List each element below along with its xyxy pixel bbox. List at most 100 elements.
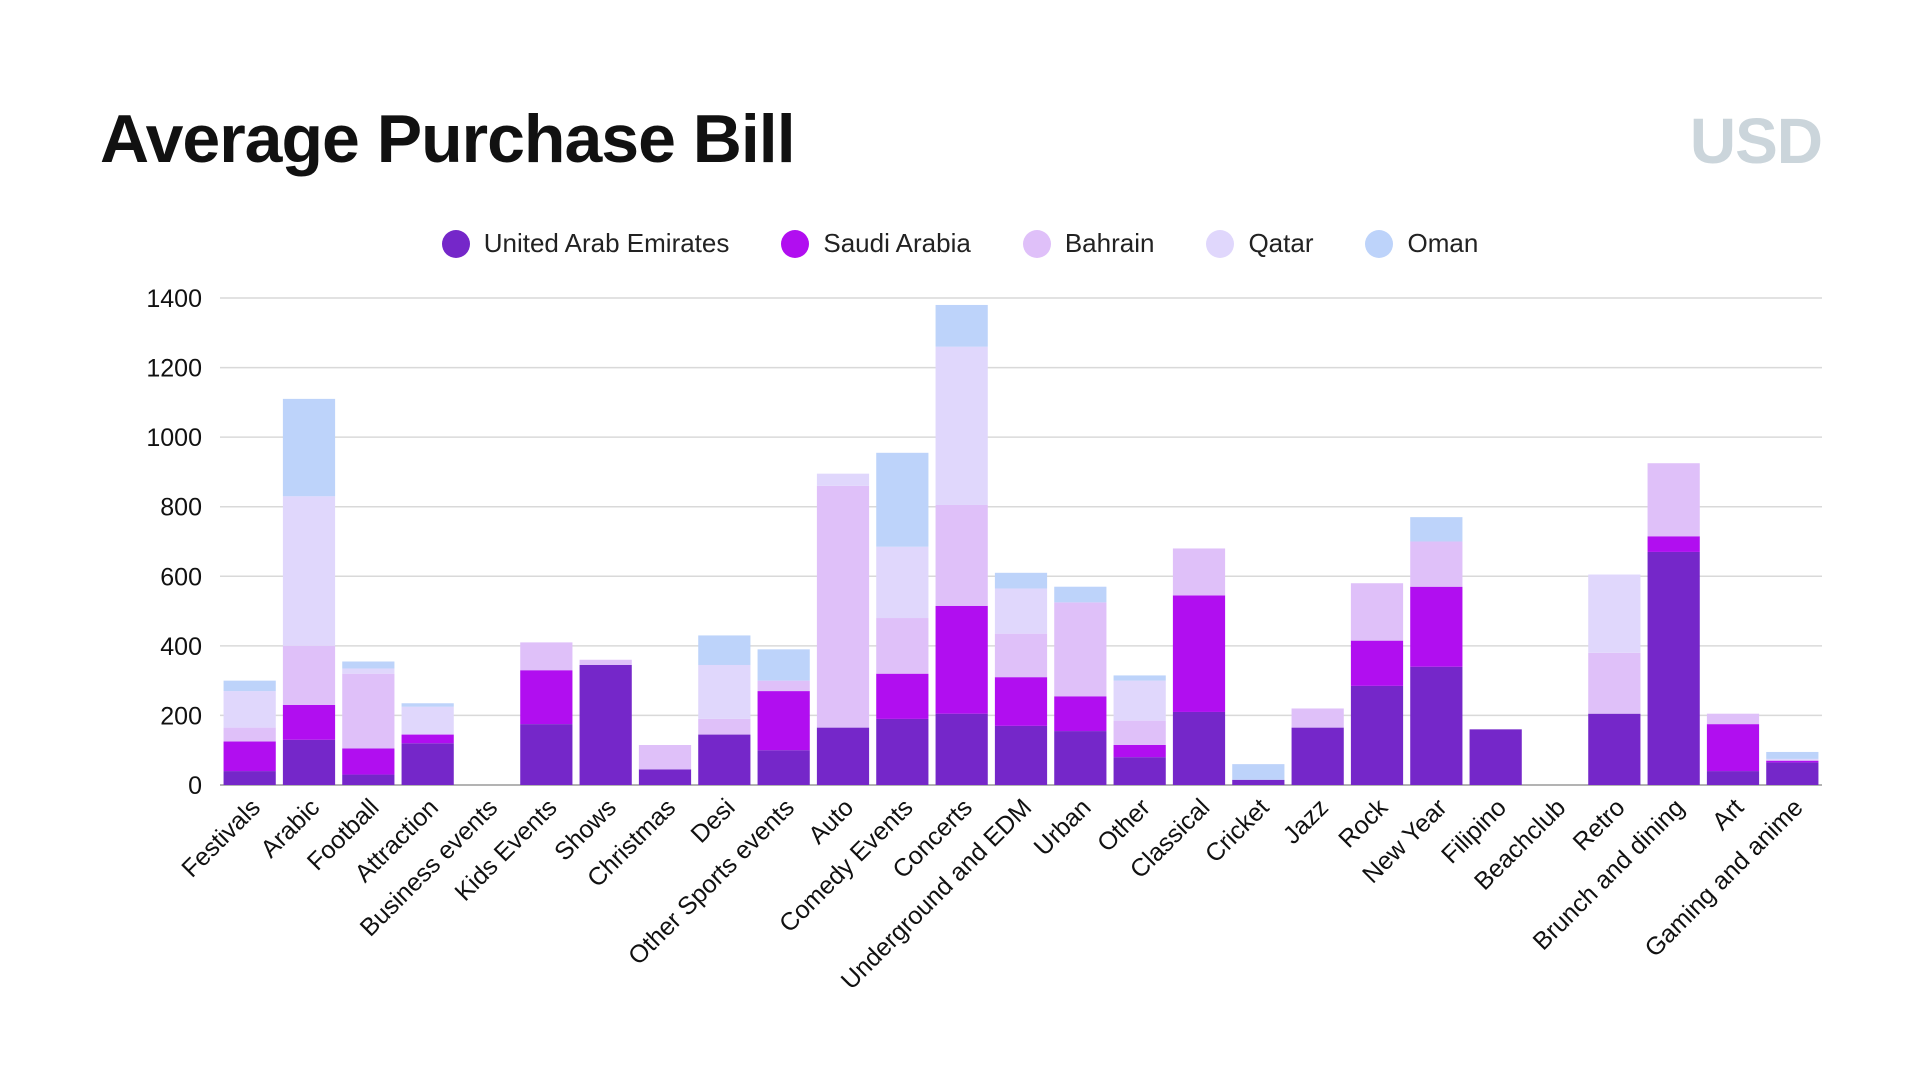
bar-segment-saudi-arabia	[1647, 536, 1700, 552]
bar-segment-qatar	[935, 346, 988, 505]
bar-segment-bahrain	[282, 645, 336, 705]
bar-stack-other	[1113, 675, 1166, 785]
bar-segment-united-arab-emirates	[994, 725, 1048, 785]
x-category-label: Festivals	[176, 793, 266, 883]
bar-segment-united-arab-emirates	[638, 769, 692, 785]
y-tick-label: 1000	[146, 424, 202, 452]
y-tick-label: 1200	[146, 355, 202, 383]
bar-segment-qatar	[1766, 758, 1819, 761]
legend-label: Qatar	[1248, 228, 1314, 258]
bar-segment-saudi-arabia	[1054, 696, 1107, 732]
bar-segment-united-arab-emirates	[401, 743, 454, 785]
bar-segment-saudi-arabia	[401, 734, 454, 744]
bar-segment-united-arab-emirates	[1172, 711, 1226, 785]
y-tick-label: 400	[160, 633, 202, 661]
bars	[223, 304, 1819, 785]
bar-segment-united-arab-emirates	[1588, 713, 1641, 785]
bar-segment-saudi-arabia	[1706, 724, 1760, 772]
bar-stack-other-sports-events	[757, 649, 810, 785]
bar-segment-saudi-arabia	[1350, 640, 1404, 686]
bar-stack-classical	[1172, 548, 1226, 785]
bar-segment-oman	[1410, 517, 1463, 542]
currency-unit-label: USD	[1689, 105, 1823, 177]
bar-segment-qatar	[876, 546, 929, 619]
bar-segment-bahrain	[1172, 548, 1226, 596]
bar-segment-bahrain	[1588, 652, 1641, 714]
bar-segment-bahrain	[1410, 541, 1463, 587]
bar-segment-saudi-arabia	[520, 670, 573, 725]
bar-segment-saudi-arabia	[342, 748, 395, 775]
bar-segment-united-arab-emirates	[1054, 731, 1107, 785]
bar-segment-united-arab-emirates	[1291, 727, 1344, 785]
bar-segment-saudi-arabia	[282, 704, 336, 740]
legend-item-qatar: Qatar	[1206, 228, 1313, 259]
bar-segment-oman	[757, 649, 810, 681]
bar-segment-oman	[342, 661, 395, 669]
bar-segment-bahrain	[638, 744, 692, 770]
bar-segment-united-arab-emirates	[342, 774, 395, 785]
bar-segment-bahrain	[1706, 713, 1760, 725]
x-category-label: Urban	[1029, 793, 1097, 861]
bar-segment-bahrain	[1113, 720, 1166, 745]
bar-stack-christmas	[638, 744, 692, 785]
legend-swatch	[781, 229, 810, 258]
bar-segment-qatar	[698, 664, 751, 719]
bar-stack-desi	[698, 635, 751, 785]
bar-segment-qatar	[816, 473, 870, 486]
y-tick-label: 1400	[146, 285, 202, 313]
bar-segment-united-arab-emirates	[520, 724, 573, 785]
bar-segment-united-arab-emirates	[282, 739, 336, 785]
bar-segment-bahrain	[698, 718, 751, 735]
bar-segment-oman	[282, 398, 336, 497]
chart-legend: United Arab Emirates Saudi Arabia Bahrain Q…	[0, 228, 1920, 259]
y-axis-ticks: 0 200 400 600 800 1000 1200 1400	[146, 285, 202, 800]
y-tick-label: 600	[160, 563, 202, 591]
bar-segment-qatar	[223, 691, 276, 728]
legend-label: United Arab Emirates	[483, 228, 730, 258]
bar-segment-united-arab-emirates	[698, 734, 751, 785]
bar-segment-united-arab-emirates	[1350, 685, 1404, 785]
bar-stack-arabic	[282, 398, 336, 785]
bar-stack-gaming-and-anime	[1766, 751, 1819, 785]
bar-stack-underground-and-edm	[994, 572, 1048, 785]
bar-segment-bahrain	[1350, 583, 1404, 641]
bar-segment-saudi-arabia	[1172, 595, 1226, 712]
bar-stack-kids-events	[520, 642, 573, 785]
bar-segment-bahrain	[935, 504, 988, 606]
bar-segment-saudi-arabia	[935, 605, 988, 714]
bar-segment-united-arab-emirates	[1113, 757, 1166, 785]
bar-segment-united-arab-emirates	[223, 771, 276, 785]
bar-segment-bahrain	[1291, 708, 1344, 728]
bar-segment-qatar	[1588, 574, 1641, 653]
bar-segment-oman	[698, 635, 751, 665]
bar-segment-bahrain	[342, 673, 395, 749]
bar-segment-united-arab-emirates	[935, 713, 988, 785]
bar-stack-festivals	[223, 680, 276, 785]
bar-stack-jazz	[1291, 708, 1344, 785]
bar-segment-oman	[1113, 675, 1166, 681]
bar-segment-saudi-arabia	[876, 673, 929, 719]
x-category-label: Art	[1707, 793, 1749, 835]
bar-segment-saudi-arabia	[1113, 744, 1166, 758]
bar-segment-qatar	[282, 496, 336, 646]
y-tick-label: 200	[160, 702, 202, 730]
bar-segment-united-arab-emirates	[579, 664, 632, 785]
bar-segment-united-arab-emirates	[816, 727, 870, 785]
bar-segment-oman	[223, 680, 276, 692]
bar-segment-oman	[935, 304, 988, 347]
legend-label: Bahrain	[1064, 228, 1155, 258]
bar-segment-bahrain	[520, 642, 573, 671]
bar-segment-qatar	[994, 588, 1048, 634]
bar-segment-oman	[1766, 751, 1819, 759]
bar-segment-saudi-arabia	[1766, 760, 1819, 763]
bar-segment-bahrain	[223, 727, 276, 742]
bar-stack-filipino	[1469, 729, 1522, 785]
x-category-label: Cricket	[1200, 793, 1275, 868]
bar-segment-oman	[876, 452, 929, 547]
bar-segment-oman	[994, 572, 1048, 589]
legend-swatch	[441, 229, 470, 258]
bar-segment-bahrain	[579, 659, 632, 665]
bar-segment-qatar	[401, 706, 454, 735]
y-tick-label: 0	[188, 772, 202, 800]
